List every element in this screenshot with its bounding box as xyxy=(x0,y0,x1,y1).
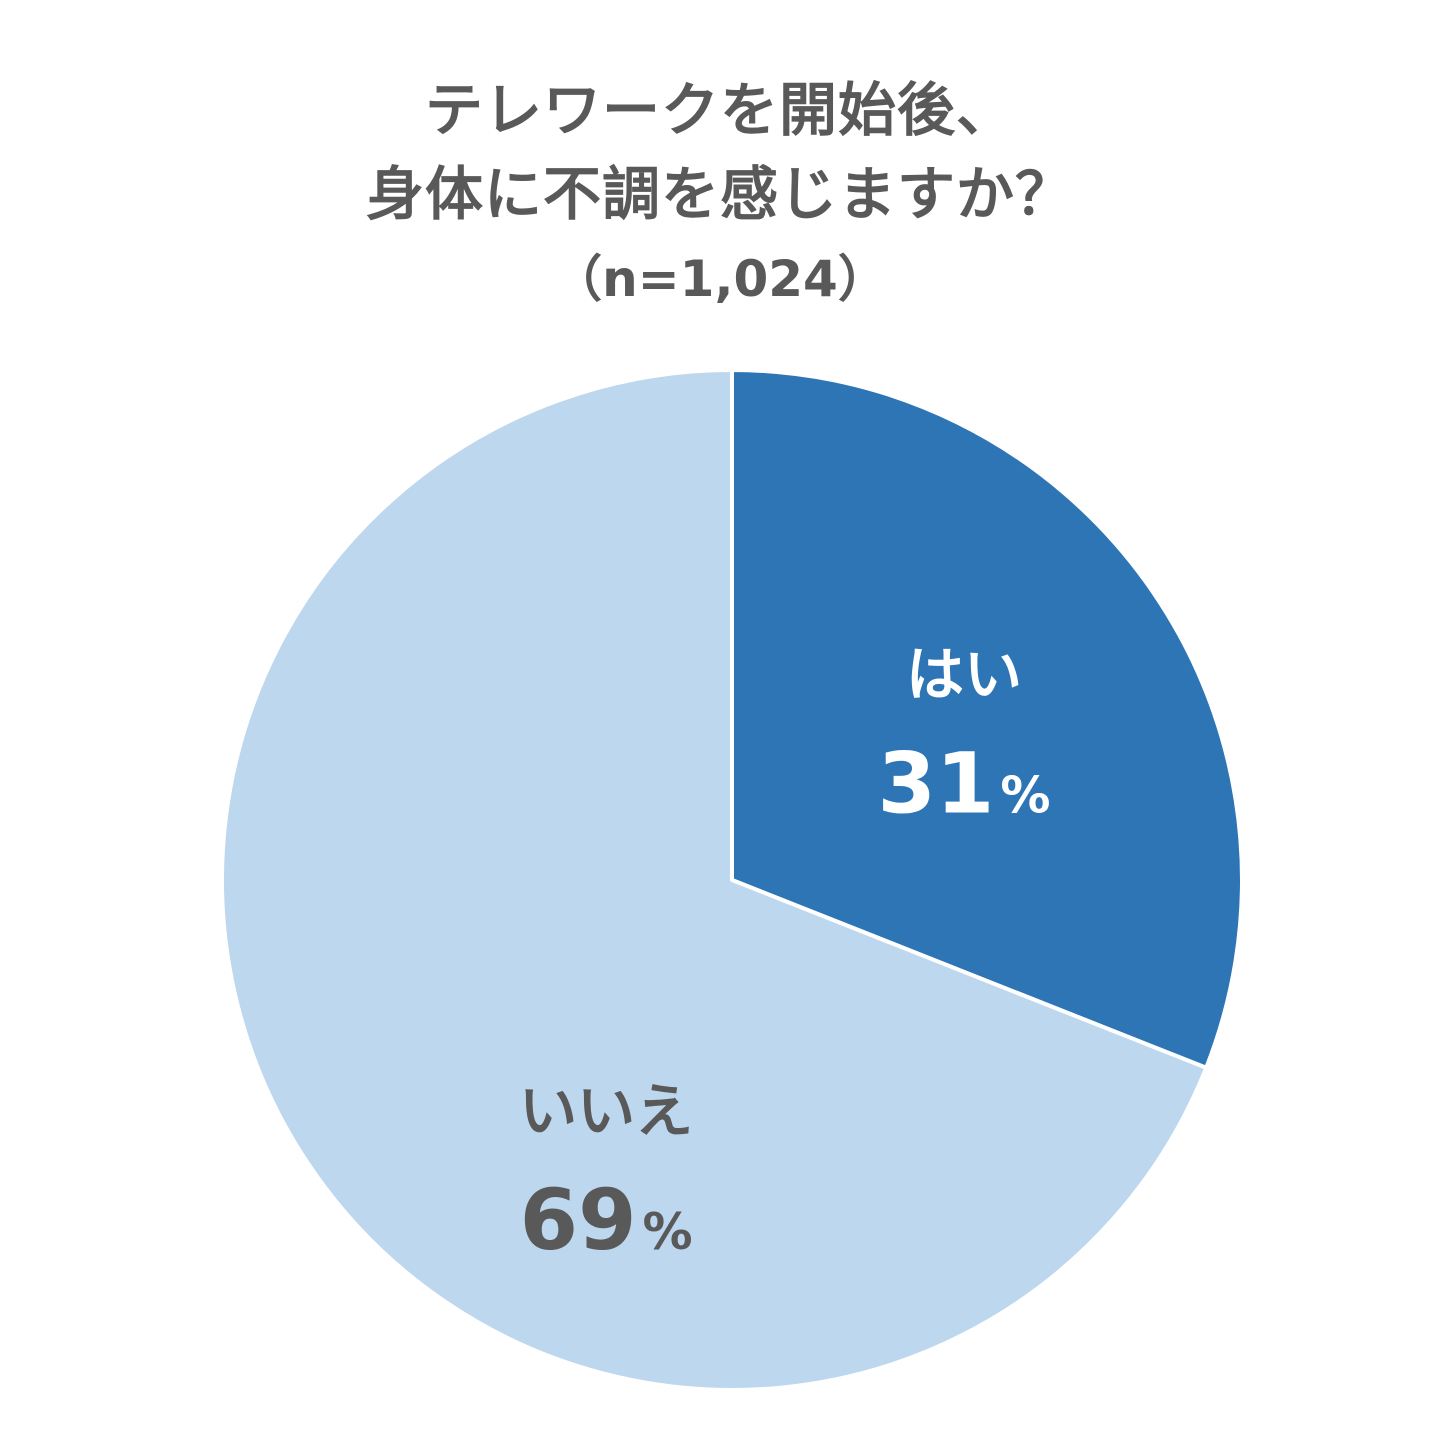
pie-slice-label-2: いいえ xyxy=(519,1077,693,1145)
pie-slice-label-1: はい xyxy=(906,640,1022,708)
pie-slice-1 xyxy=(730,368,1244,1070)
pie-slice-value-1: 31% xyxy=(877,734,1050,832)
chart-title-line-1: テレワークを開始後、 xyxy=(424,76,1015,144)
pie-slice-value-2: 69% xyxy=(520,1171,693,1269)
chart-title: テレワークを開始後、 身体に不調を感じますか？ （n=1,024） xyxy=(0,68,1440,322)
pie-slice-2 xyxy=(220,368,1209,1392)
chart-title-line-2: 身体に不調を感じますか？ xyxy=(365,160,1074,228)
pie-slices xyxy=(220,368,1244,1392)
pie-labels: はい 31 % いいえ 69% xyxy=(519,640,1050,1269)
chart-subtitle: （n=1,024） xyxy=(552,250,888,308)
